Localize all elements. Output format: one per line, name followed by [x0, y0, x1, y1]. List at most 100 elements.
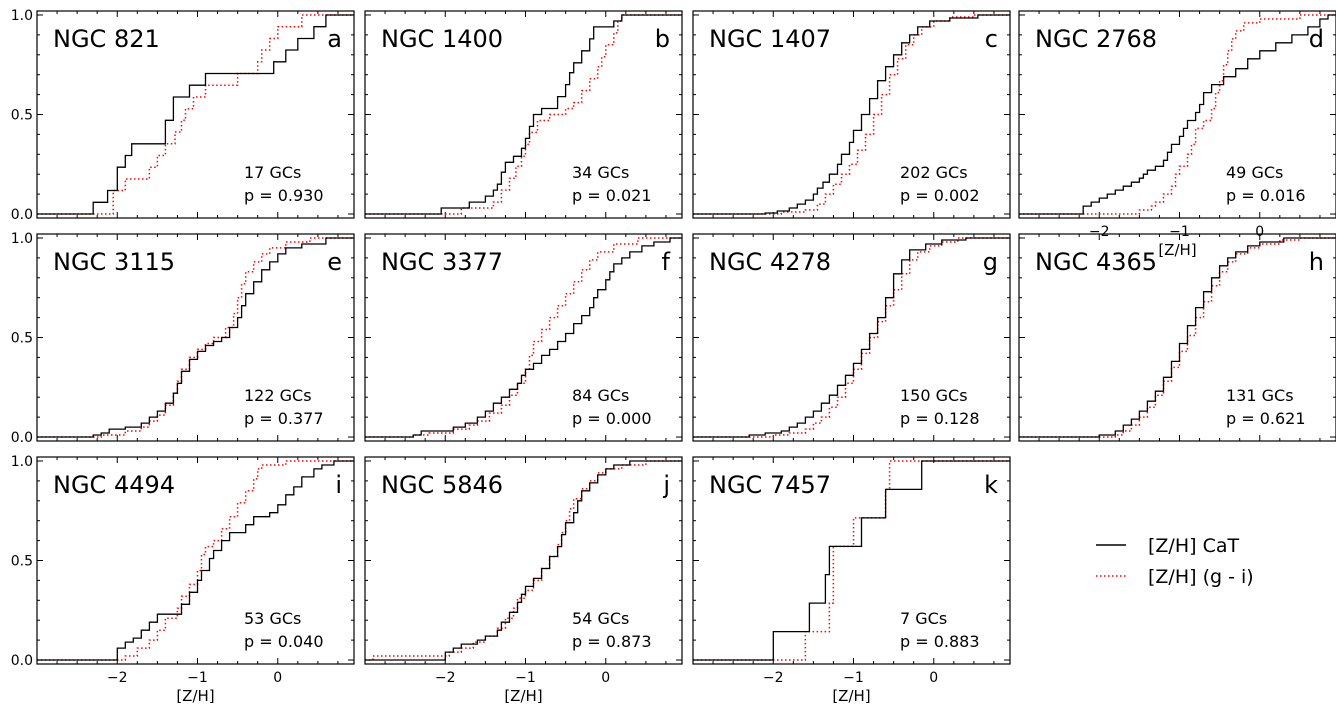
series-cat-line: [365, 460, 682, 661]
panel-p-value: p = 0.000: [572, 409, 652, 428]
panel-p-value: p = 0.021: [572, 186, 652, 205]
panel-gc-count: 131 GCs: [1226, 386, 1294, 405]
panel-frame: [1018, 10, 1336, 219]
panel-letter: f: [662, 248, 671, 276]
x-tick-label: −2: [107, 670, 128, 686]
panel-p-value: p = 0.016: [1226, 186, 1306, 205]
panel-name: NGC 1400: [381, 25, 503, 53]
panel-i: NGC 4494 i 53 GCs p = 0.040 0.0 0.5 1.0 −2 −1 0 [Z…: [11, 454, 355, 705]
panel-name: NGC 4494: [53, 471, 175, 499]
panel-name: NGC 4278: [709, 248, 831, 276]
panel-p-value: p = 0.621: [1226, 409, 1306, 428]
panel-g: NGC 4278 g 150 GCs p = 0.128: [692, 233, 1011, 442]
x-tick-label: −1: [1169, 224, 1190, 240]
panel-d: NGC 2768 d 49 GCs p = 0.016 −2 −1 0 [Z/H]: [1018, 10, 1336, 259]
legend-label-gi: [Z/H] (g - i): [1148, 566, 1254, 588]
panel-frame: [36, 10, 355, 219]
x-tick-label: 0: [929, 670, 938, 686]
panel-p-value: p = 0.930: [244, 186, 324, 205]
series-cat-line: [365, 237, 682, 438]
x-axis-label: [Z/H]: [504, 687, 542, 705]
series-gi-line: [693, 237, 1010, 438]
panel-j: NGC 5846 j 54 GCs p = 0.873 −2 −1 0 [Z/H]: [364, 456, 683, 705]
panel-p-value: p = 0.377: [244, 409, 324, 428]
legend-label-cat: [Z/H] CaT: [1148, 535, 1239, 557]
series-gi-line: [37, 460, 354, 661]
panel-frame: [1018, 233, 1336, 442]
panel-frame: [364, 10, 683, 219]
panel-p-value: p = 0.128: [900, 409, 980, 428]
panel-p-value: p = 0.873: [572, 632, 652, 651]
series-cat-line: [37, 460, 354, 661]
y-tick-label: 0.5: [11, 554, 33, 570]
y-tick-label: 0.0: [11, 207, 33, 223]
y-tick-label: 1.0: [11, 8, 33, 24]
x-tick-label: −1: [187, 670, 208, 686]
panel-frame: [364, 456, 683, 665]
x-tick-label: −2: [763, 670, 784, 686]
x-tick-label: −1: [843, 670, 864, 686]
panel-h: NGC 4365 h 131 GCs p = 0.621: [1018, 233, 1336, 442]
panel-name: NGC 5846: [381, 471, 503, 499]
series-gi-line: [37, 237, 354, 438]
panel-frame: [36, 233, 355, 442]
panel-c: NGC 1407 c 202 GCs p = 0.002: [692, 10, 1011, 219]
panels-group: NGC 821 a 17 GCs p = 0.930 0.0 0.5 1.0 NGC 1400…: [11, 8, 1336, 705]
panel-gc-count: 150 GCs: [900, 386, 968, 405]
panel-frame: [36, 456, 355, 665]
panel-letter: k: [984, 471, 998, 499]
panel-name: NGC 2768: [1035, 25, 1157, 53]
panel-letter: i: [335, 471, 342, 499]
panel-e: NGC 3115 e 122 GCs p = 0.377 0.0 0.5 1.0: [11, 231, 355, 446]
x-axis-label: [Z/H]: [1158, 241, 1196, 259]
panel-name: NGC 821: [53, 25, 160, 53]
panel-frame: [692, 10, 1011, 219]
panel-letter: d: [1309, 25, 1324, 53]
panel-p-value: p = 0.883: [900, 632, 980, 651]
series-cat-line: [37, 14, 354, 215]
panel-gc-count: 53 GCs: [244, 609, 301, 628]
panel-name: NGC 3377: [381, 248, 503, 276]
y-tick-label: 0.0: [11, 430, 33, 446]
legend: [Z/H] CaT [Z/H] (g - i): [1096, 535, 1254, 588]
x-tick-label: 0: [601, 670, 610, 686]
series-cat-line: [693, 14, 1010, 215]
y-tick-label: 0.5: [11, 331, 33, 347]
panel-name: NGC 7457: [709, 471, 831, 499]
panel-gc-count: 84 GCs: [572, 386, 629, 405]
panel-gc-count: 122 GCs: [244, 386, 312, 405]
panel-gc-count: 17 GCs: [244, 163, 301, 182]
panel-gc-count: 7 GCs: [900, 609, 947, 628]
panel-letter: j: [662, 471, 670, 499]
panel-letter: a: [327, 25, 342, 53]
x-axis-label: [Z/H]: [176, 687, 214, 705]
panel-name: NGC 3115: [53, 248, 175, 276]
x-tick-label: 0: [1255, 224, 1264, 240]
series-cat-line: [693, 460, 1010, 661]
panel-gc-count: 49 GCs: [1226, 163, 1283, 182]
series-cat-line: [693, 237, 1010, 438]
panel-frame: [364, 233, 683, 442]
panel-b: NGC 1400 b 34 GCs p = 0.021: [364, 10, 683, 219]
panel-name: NGC 1407: [709, 25, 831, 53]
series-cat-line: [365, 14, 682, 215]
panel-f: NGC 3377 f 84 GCs p = 0.000: [364, 233, 683, 442]
x-tick-label: −1: [515, 670, 536, 686]
series-gi-line: [365, 237, 682, 438]
panel-frame: [692, 233, 1011, 442]
y-tick-label: 1.0: [11, 231, 33, 247]
panel-letter: g: [983, 248, 998, 276]
series-gi-line: [37, 14, 354, 215]
y-tick-label: 1.0: [11, 454, 33, 470]
panel-gc-count: 54 GCs: [572, 609, 629, 628]
panel-gc-count: 202 GCs: [900, 163, 968, 182]
panel-letter: e: [327, 248, 342, 276]
panel-a: NGC 821 a 17 GCs p = 0.930 0.0 0.5 1.0: [11, 8, 355, 223]
x-tick-label: 0: [273, 670, 282, 686]
panel-frame: [692, 456, 1011, 665]
series-cat-line: [1019, 14, 1336, 215]
y-tick-label: 0.0: [11, 653, 33, 669]
panel-letter: c: [985, 25, 998, 53]
panel-gc-count: 34 GCs: [572, 163, 629, 182]
